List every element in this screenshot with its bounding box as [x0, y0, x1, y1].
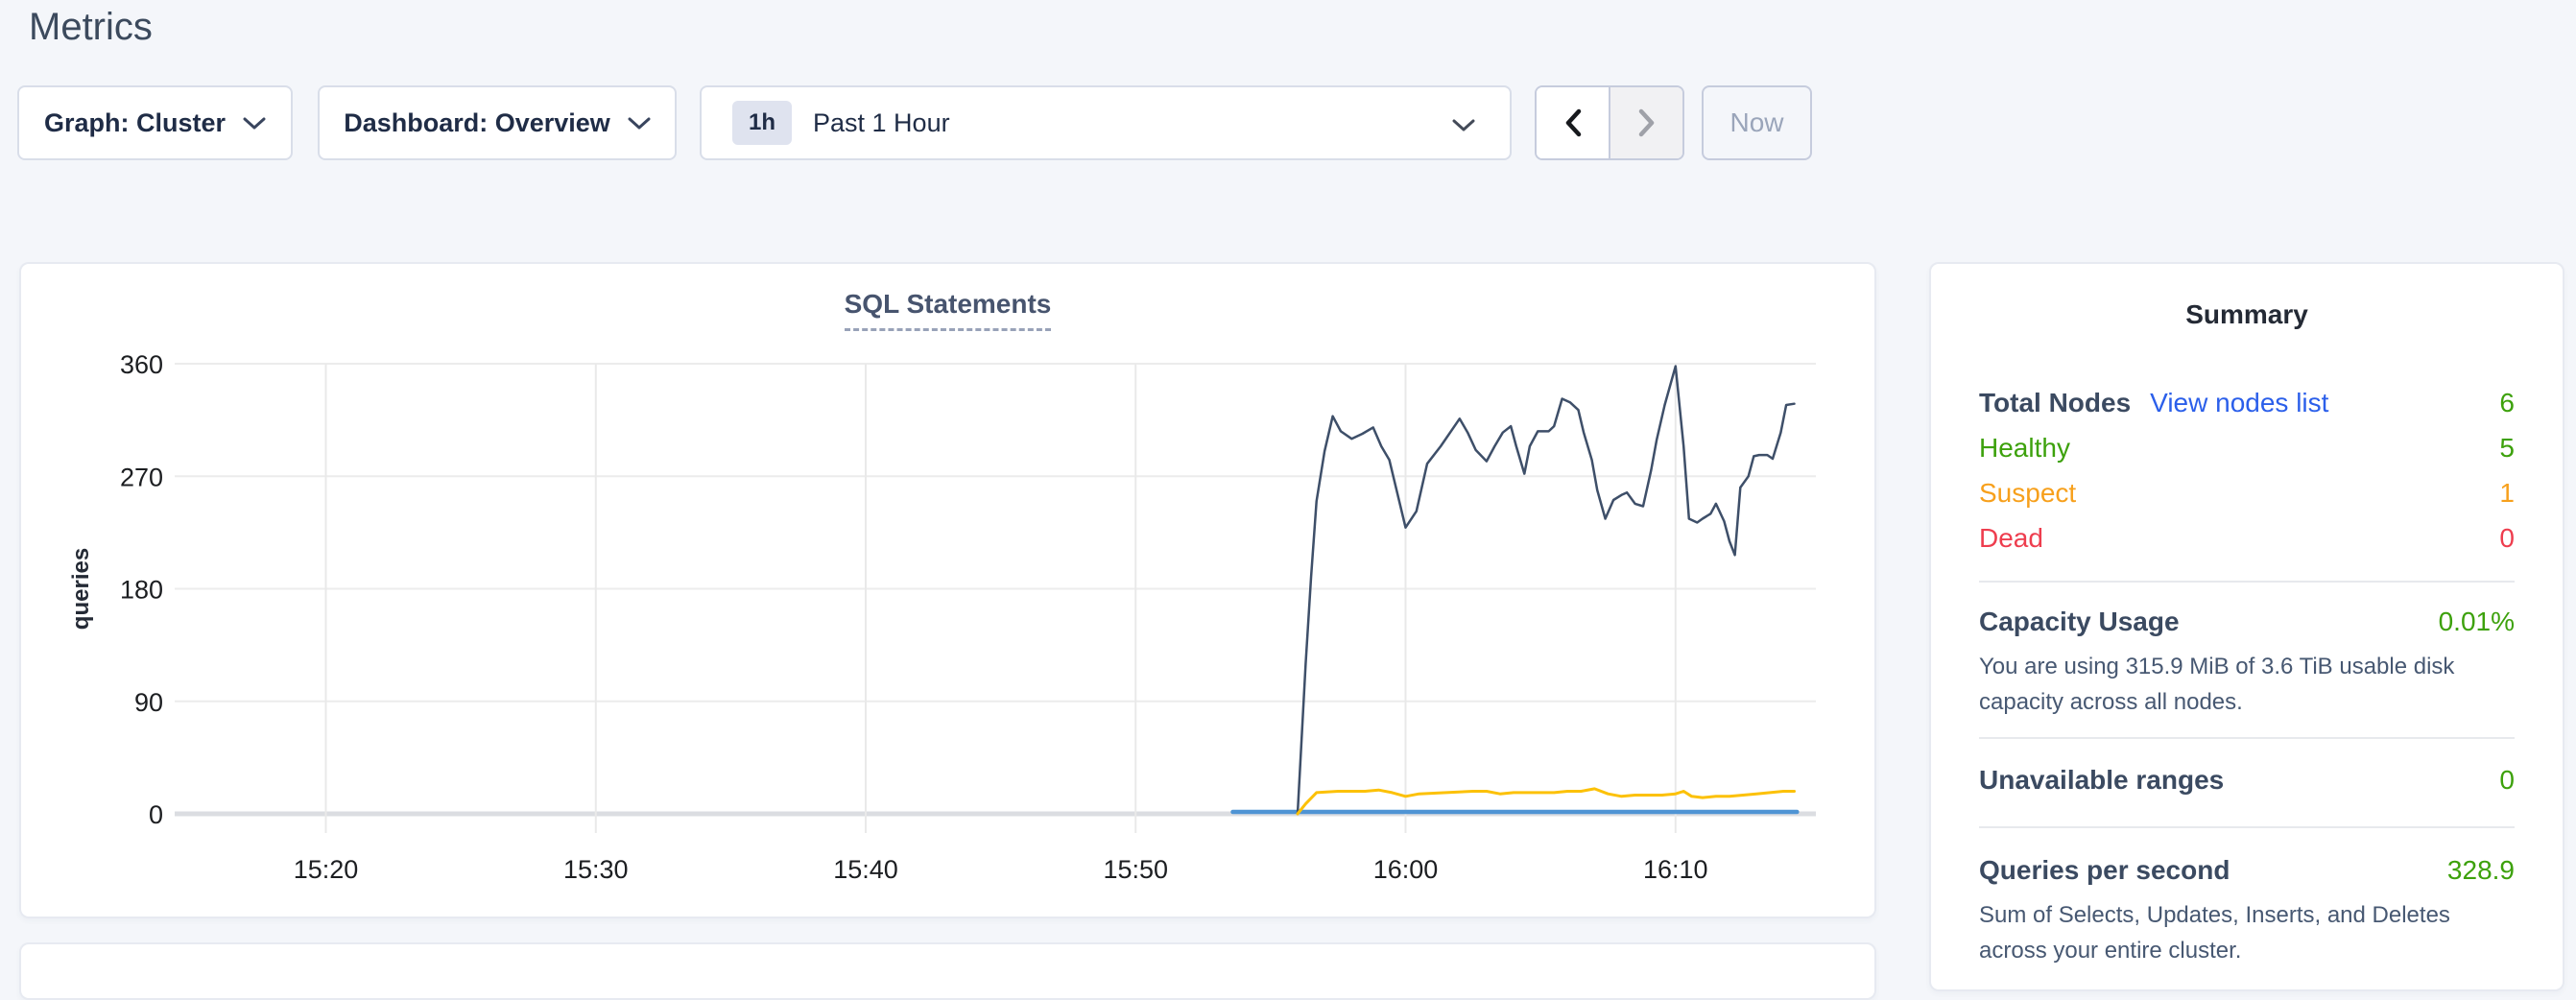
suspect-label: Suspect — [1979, 478, 2077, 508]
dead-nodes-row: Dead 0 — [1979, 524, 2515, 553]
y-tick-label: 0 — [149, 800, 163, 829]
view-nodes-link[interactable]: View nodes list — [2150, 388, 2329, 417]
dashboard-dropdown[interactable]: Dashboard: Overview — [318, 85, 677, 160]
x-tick-label: 15:40 — [833, 855, 898, 884]
unavailable-ranges-label: Unavailable ranges — [1979, 765, 2225, 795]
queries-per-second-description: Sum of Selects, Updates, Inserts, and De… — [1979, 902, 2450, 964]
graph-dropdown[interactable]: Graph: Cluster — [17, 85, 293, 160]
suspect-nodes-row: Suspect 1 — [1979, 479, 2515, 508]
time-window-selector[interactable]: 1h Past 1 Hour — [700, 85, 1512, 160]
x-tick-label: 15:50 — [1103, 855, 1168, 884]
healthy-label: Healthy — [1979, 433, 2070, 463]
chevron-down-icon — [628, 117, 651, 129]
total-nodes-row: Total Nodes View nodes list 6 — [1979, 389, 2515, 417]
time-window-label: Past 1 Hour — [813, 107, 950, 137]
queries-per-second-row: Queries per second 328.9 — [1979, 856, 2515, 885]
dead-label: Dead — [1979, 523, 2043, 553]
y-tick-label: 270 — [120, 463, 163, 491]
x-tick-label: 15:30 — [563, 855, 629, 884]
y-axis-label: queries — [68, 548, 94, 630]
queries-per-second-label: Queries per second — [1979, 855, 2230, 885]
healthy-nodes-row: Healthy 5 — [1979, 434, 2515, 463]
next-chart-card-top-edge — [19, 942, 1876, 1000]
suspect-value: 1 — [2499, 478, 2515, 508]
chevron-left-icon — [1565, 108, 1581, 137]
capacity-usage-label: Capacity Usage — [1979, 607, 2180, 636]
total-nodes-value: 6 — [2499, 388, 2515, 417]
chevron-down-icon — [1452, 119, 1475, 131]
sql-statements-chart[interactable]: 0 90 180 270 360 15:20 15:30 15:40 15:50 16:00 16:… — [21, 264, 1874, 917]
divider — [1979, 581, 2515, 583]
next-time-button[interactable] — [1609, 87, 1682, 158]
chevron-down-icon — [243, 117, 266, 129]
capacity-usage-value: 0.01% — [2438, 607, 2515, 636]
y-tick-label: 90 — [134, 688, 163, 717]
healthy-value: 5 — [2499, 433, 2515, 463]
yellow-series-line — [1296, 787, 1796, 816]
unavailable-ranges-row: Unavailable ranges 0 — [1979, 766, 2515, 795]
dead-value: 0 — [2499, 523, 2515, 553]
metrics-page: Metrics Graph: Cluster Dashboard: Overvi… — [17, 6, 2564, 1000]
chart-title-row: SQL Statements — [21, 289, 1874, 331]
divider — [1979, 737, 2515, 739]
chart-title[interactable]: SQL Statements — [844, 289, 1052, 331]
divider — [1979, 826, 2515, 828]
unavailable-ranges-value: 0 — [2499, 765, 2515, 795]
time-window-badge: 1h — [732, 101, 793, 145]
page-title: Metrics — [29, 6, 153, 48]
navy-series-line — [1296, 365, 1796, 816]
time-step-buttons — [1535, 85, 1684, 160]
y-tick-label: 180 — [120, 576, 163, 605]
summary-title: Summary — [2185, 299, 2308, 329]
dashboard-dropdown-label: Dashboard: Overview — [344, 107, 610, 137]
now-button[interactable]: Now — [1702, 85, 1812, 160]
total-nodes-label: Total Nodes — [1979, 388, 2132, 417]
summary-panel: Summary Total Nodes View nodes list 6 He… — [1929, 262, 2564, 991]
chevron-right-icon — [1638, 108, 1654, 137]
graph-dropdown-label: Graph: Cluster — [43, 107, 227, 137]
prev-time-button[interactable] — [1537, 87, 1609, 158]
capacity-usage-description: You are using 315.9 MiB of 3.6 TiB usabl… — [1979, 654, 2455, 715]
y-tick-label: 360 — [120, 350, 163, 379]
chart-grid: 0 90 180 270 360 15:20 15:30 15:40 15:50 16:00 16:… — [120, 350, 1816, 884]
x-tick-label: 16:10 — [1643, 855, 1708, 884]
capacity-usage-row: Capacity Usage 0.01% — [1979, 607, 2515, 636]
x-tick-label: 16:00 — [1373, 855, 1439, 884]
x-tick-label: 15:20 — [294, 855, 359, 884]
sql-statements-chart-card: SQL Statements 0 90 180 270 360 15:20 15:30 15:… — [19, 262, 1876, 918]
queries-per-second-value: 328.9 — [2446, 855, 2515, 885]
